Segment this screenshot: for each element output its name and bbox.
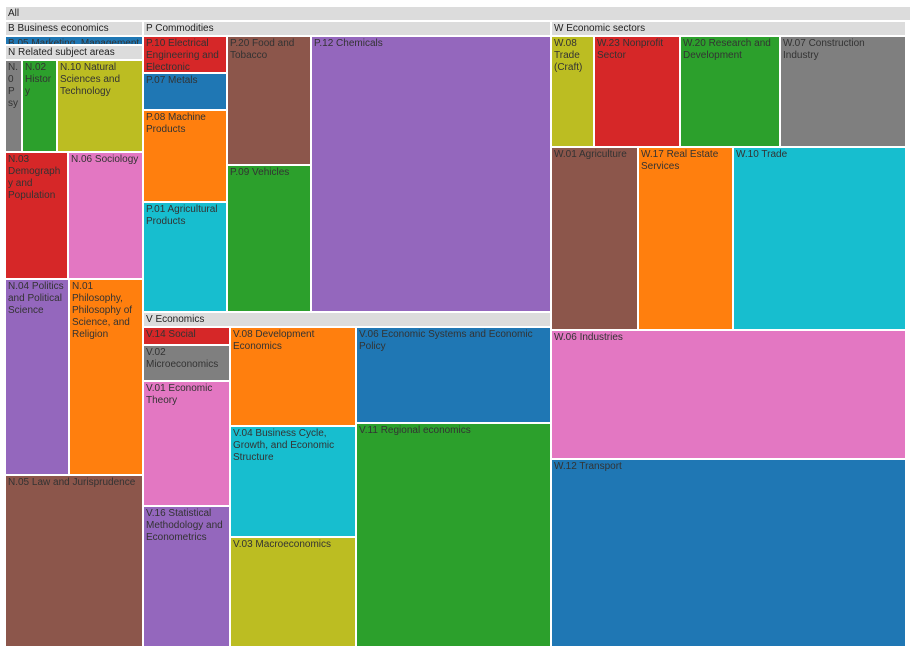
treemap-cell[interactable]: V.06 Economic Systems and Economic Polic… <box>356 327 551 423</box>
treemap-group-header[interactable]: V Economics <box>143 312 551 327</box>
treemap-cell[interactable]: V.01 Economic Theory <box>143 381 230 506</box>
treemap-group-header[interactable]: B Business economics <box>5 21 143 36</box>
treemap-cell[interactable]: W.01 Agriculture <box>551 147 638 330</box>
treemap-cell[interactable]: W.08 Trade (Craft) <box>551 36 594 147</box>
treemap-cell[interactable]: V.11 Regional economics <box>356 423 551 647</box>
treemap-cell[interactable]: B.05 Marketing, Management <box>5 36 143 45</box>
treemap-cell[interactable]: W.17 Real Estate Services <box>638 147 733 330</box>
treemap-cell[interactable]: W.20 Research and Development <box>680 36 780 147</box>
treemap-cell[interactable]: W.23 Nonprofit Sector <box>594 36 680 147</box>
treemap-cell[interactable]: W.07 Construction Industry <box>780 36 906 147</box>
treemap-cell[interactable]: N.10 Natural Sciences and Technology <box>57 60 143 152</box>
treemap-cell[interactable]: P.20 Food and Tobacco <box>227 36 311 165</box>
treemap-cell[interactable]: W.12 Transport <box>551 459 906 647</box>
treemap-cell[interactable]: V.02 Microeconomics <box>143 345 230 381</box>
treemap-cell[interactable]: N.01 Philosophy, Philosophy of Science, … <box>69 279 143 475</box>
treemap-cell[interactable]: N.04 Politics and Political Science <box>5 279 69 475</box>
treemap-root-header[interactable]: All <box>5 6 911 21</box>
treemap-cell[interactable]: W.06 Industries <box>551 330 906 459</box>
treemap-cell[interactable]: V.03 Macroeconomics <box>230 537 356 647</box>
treemap-cell[interactable]: N.03 Demography and Population <box>5 152 68 279</box>
treemap-cell[interactable]: V.04 Business Cycle, Growth, and Economi… <box>230 426 356 537</box>
treemap-cell[interactable]: P.07 Metals <box>143 73 227 110</box>
treemap-cell[interactable]: N.0 Psy <box>5 60 22 152</box>
treemap-group-header[interactable]: N Related subject areas <box>5 45 143 60</box>
treemap-cell[interactable]: P.09 Vehicles <box>227 165 311 312</box>
treemap-cell[interactable]: V.16 Statistical Methodology and Econome… <box>143 506 230 647</box>
treemap-cell[interactable]: N.05 Law and Jurisprudence <box>5 475 143 647</box>
treemap-group-header[interactable]: W Economic sectors <box>551 21 906 36</box>
treemap-cell[interactable]: P.08 Machine Products <box>143 110 227 202</box>
treemap-cell[interactable]: V.14 Social <box>143 327 230 345</box>
treemap-cell[interactable]: N.02 History <box>22 60 57 152</box>
treemap-cell[interactable]: V.08 Development Economics <box>230 327 356 426</box>
treemap-group-header[interactable]: P Commodities <box>143 21 551 36</box>
treemap-cell[interactable]: N.06 Sociology <box>68 152 143 279</box>
treemap-cell[interactable]: W.10 Trade <box>733 147 906 330</box>
treemap-cell[interactable]: P.12 Chemicals <box>311 36 551 312</box>
treemap-cell[interactable]: P.01 Agricultural Products <box>143 202 227 312</box>
treemap-cell[interactable]: P.10 Electrical Engineering and Electron… <box>143 36 227 73</box>
